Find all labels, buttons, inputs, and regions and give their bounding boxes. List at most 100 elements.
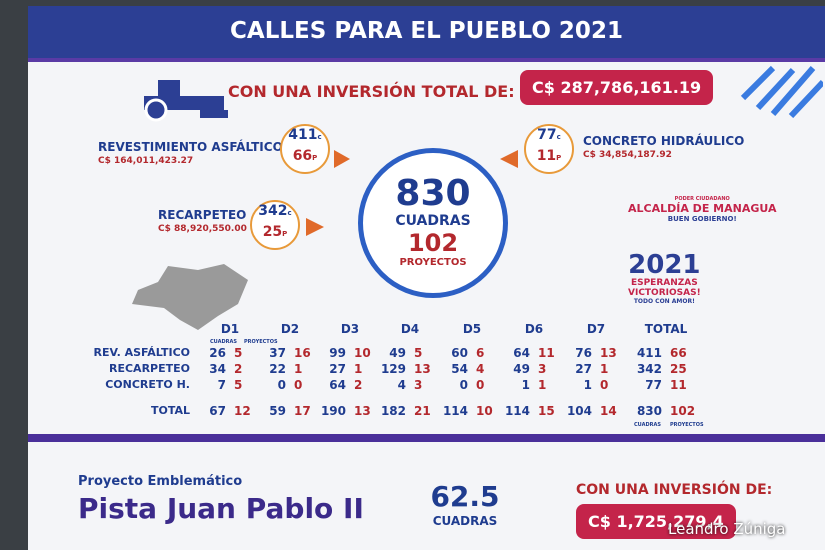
cuadras-cell: 104 — [566, 404, 592, 418]
footer-project: Pista Juan Pablo II — [78, 492, 364, 525]
footer-kicker: Proyecto Emblemático — [78, 474, 243, 489]
stripes — [740, 65, 823, 118]
proyectos-cell: 102 — [670, 404, 696, 418]
program-amount: C$ 34,854,187.92 — [583, 150, 672, 160]
logo-text: PODER CIUDADANO — [674, 196, 730, 202]
proyectos: 11 — [536, 148, 557, 164]
arrow — [500, 150, 518, 168]
cuadras-cell: 182 — [380, 404, 406, 418]
proyectos-cell: 0 — [294, 378, 303, 392]
cuadras-cell: 0 — [459, 378, 468, 392]
summary-circle: 830 CUADRAS 102 PROYECTOS — [358, 148, 508, 298]
column-header: D4 — [400, 322, 420, 336]
program-amount: C$ 88,920,550.00 — [158, 224, 247, 234]
cuadras-cell: 99 — [329, 346, 346, 360]
logo-text: TODO CON AMOR! — [633, 298, 695, 305]
cuadras-cell: 49 — [513, 362, 530, 376]
proyectos-cell: 4 — [476, 362, 485, 376]
proyectos-cell: 17 — [294, 404, 311, 418]
proyectos-cell: 0 — [476, 378, 485, 392]
arrow — [334, 150, 350, 168]
program-badge: 342c 25P — [250, 200, 300, 250]
proyectos-cell: 6 — [476, 346, 485, 360]
investment-amount: C$ 287,786,161.19 — [520, 70, 714, 105]
column-header: D7 — [586, 322, 606, 336]
cuadras-label: CUADRAS — [395, 213, 471, 229]
proyectos-cell: 10 — [354, 346, 371, 360]
cuadras-cell: 7 — [217, 378, 226, 392]
logo-text: BUEN GOBIERNO! — [667, 215, 737, 223]
footer-investment: C$ 1,725,279,4 — [576, 504, 736, 539]
logo-text: ALCALDÍA DE MANAGUA — [628, 202, 777, 215]
proyectos-cell: 5 — [414, 346, 423, 360]
program-amount: C$ 164,011,423.27 — [98, 156, 194, 166]
cuadras-cell: 37 — [269, 346, 286, 360]
footer-cuadras-label: CUADRAS — [432, 514, 498, 528]
proyectos-cell: 13 — [354, 404, 371, 418]
proyectos-label: PROYECTOS — [399, 257, 467, 268]
unit: c — [287, 209, 292, 217]
investment-label: CON UNA INVERSIÓN TOTAL DE: — [228, 82, 515, 101]
alcaldia-logo: PODER CIUDADANO ALCALDÍA DE MANAGUA BUEN… — [628, 196, 776, 223]
cuadras-cell: 830 — [636, 404, 662, 418]
title: CALLES PARA EL PUEBLO 2021 — [230, 18, 623, 44]
unit: c — [556, 133, 561, 141]
proyectos-cell: 25 — [670, 362, 687, 376]
header-band — [28, 6, 825, 62]
proyectos: 66 — [292, 148, 313, 164]
column-header: D1 — [220, 322, 240, 336]
divider — [28, 434, 825, 442]
cuadras-cell: 59 — [269, 404, 286, 418]
proyectos-cell: 14 — [600, 404, 617, 418]
cuadras-cell: 1 — [583, 378, 592, 392]
cuadras-cell: 4 — [397, 378, 406, 392]
proyectos-cell: 66 — [670, 346, 687, 360]
program-badge: 77c 11P — [524, 124, 574, 174]
logo-text: VICTORIOSAS! — [628, 288, 701, 298]
proyectos-cell: 11 — [670, 378, 687, 392]
cuadras-cell: 342 — [636, 362, 662, 376]
sign: CALLES PARA EL PUEBLO 2021 CON UNA INVER… — [28, 6, 825, 550]
cuadras: 342 — [258, 203, 288, 219]
column-header: D2 — [280, 322, 300, 336]
proyectos-cell: 11 — [538, 346, 555, 360]
proyectos-cell: 16 — [294, 346, 311, 360]
row-label: CONCRETO H. — [105, 378, 190, 391]
cuadras-cell: 54 — [451, 362, 468, 376]
row-label: TOTAL — [150, 404, 190, 417]
proyectos-cell: 3 — [538, 362, 547, 376]
proyectos-cell: 1 — [354, 362, 363, 376]
program-name: CONCRETO HIDRÁULICO — [583, 134, 745, 148]
proyectos-cell: 0 — [600, 378, 609, 392]
logo-text: ESPERANZAS — [630, 278, 698, 288]
proyectos-cell: 3 — [414, 378, 423, 392]
cuadras-cell: 64 — [513, 346, 530, 360]
cuadras-cell: 114 — [442, 404, 468, 418]
total-cuadras: 830 — [395, 173, 471, 214]
row-label: REV. ASFÁLTICO — [93, 346, 191, 359]
campaign-logo: 2021 ESPERANZAS VICTORIOSAS! TODO CON AM… — [628, 252, 701, 305]
proyectos-cell: 5 — [234, 378, 243, 392]
program-badge: 411c 66P — [280, 124, 330, 174]
proyectos-cell: 12 — [234, 404, 251, 418]
proyectos-cell: 2 — [354, 378, 363, 392]
unit: P — [312, 154, 318, 162]
cuadras-cell: 64 — [329, 378, 346, 392]
subheader: PROYECTOS — [244, 339, 278, 345]
cuadras-cell: 27 — [575, 362, 592, 376]
proyectos-cell: 21 — [414, 404, 431, 418]
program-name: REVESTIMIENTO ASFÁLTICO — [98, 140, 283, 154]
cuadras-cell: 27 — [329, 362, 346, 376]
cuadras-cell: 411 — [636, 346, 662, 360]
proyectos-cell: 5 — [234, 346, 243, 360]
cuadras-cell: 77 — [645, 378, 662, 392]
cuadras-cell: 67 — [209, 404, 226, 418]
proyectos-cell: 15 — [538, 404, 555, 418]
proyectos-cell: 13 — [414, 362, 431, 376]
footer-investment-label: CON UNA INVERSIÓN DE: — [576, 482, 773, 498]
logo-year: 2021 — [628, 250, 701, 280]
proyectos: 25 — [262, 224, 283, 240]
cuadras-cell: 1 — [521, 378, 530, 392]
proyectos-cell: 1 — [294, 362, 303, 376]
